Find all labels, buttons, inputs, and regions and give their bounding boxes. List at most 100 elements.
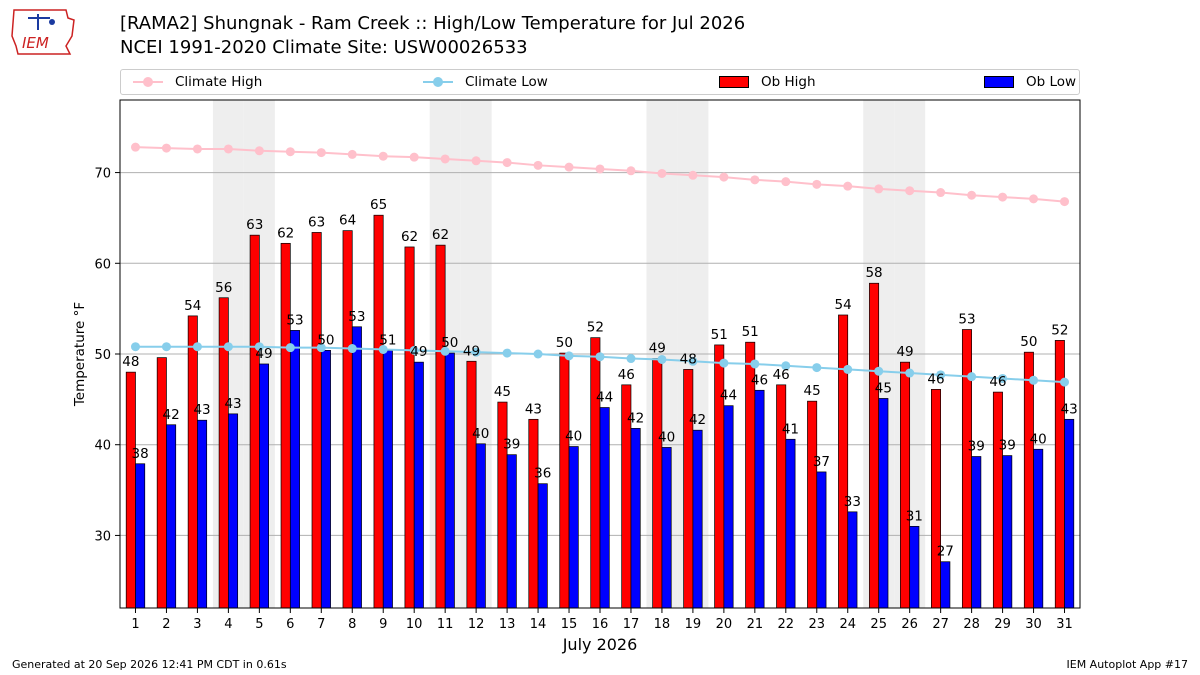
legend-item-climate-high: Climate High [133, 70, 262, 94]
bar-ob-low [135, 463, 146, 609]
bar-ob-low [878, 398, 889, 609]
x-tick-label: 13 [499, 617, 516, 632]
data-label-ob-high: 52 [587, 320, 604, 336]
data-label-ob-low: 33 [844, 494, 861, 510]
data-label-ob-high: 45 [804, 383, 821, 399]
data-label-ob-low: 37 [813, 454, 830, 470]
bar-ob-high [900, 361, 911, 609]
y-tick-label: 50 [94, 348, 111, 363]
bar-ob-high [280, 242, 291, 609]
point-climate-low [688, 356, 698, 366]
data-label-ob-low: 39 [968, 439, 985, 455]
data-label-ob-low: 51 [379, 332, 396, 348]
data-label-ob-high: 56 [215, 280, 232, 296]
data-label-ob-low: 41 [782, 421, 799, 437]
data-label-ob-high: 54 [835, 297, 852, 313]
data-label-ob-low: 40 [472, 426, 489, 442]
bar-ob-low [816, 471, 827, 609]
x-tick-label: 1 [131, 617, 139, 632]
x-tick-label: 15 [561, 617, 578, 632]
data-label-ob-high: 65 [370, 197, 387, 213]
x-tick-label: 29 [994, 617, 1011, 632]
legend-swatch-ob-high [719, 76, 749, 88]
data-label-ob-low: 53 [348, 309, 365, 325]
data-label-ob-high: 48 [122, 354, 139, 370]
point-climate-low [626, 354, 636, 364]
point-climate-low [812, 363, 822, 373]
data-label-ob-high: 64 [339, 213, 356, 229]
bar-ob-high [931, 389, 941, 609]
bar-ob-low [382, 350, 393, 609]
point-climate-high [936, 188, 946, 198]
bar-ob-low [320, 350, 331, 609]
point-climate-low [347, 344, 357, 354]
bar-ob-high [373, 214, 384, 609]
legend-item-ob-low: Ob Low [984, 70, 1076, 94]
y-tick-label: 40 [94, 439, 111, 454]
chart-subtitle: NCEI 1991-2020 Climate Site: USW00026533 [120, 37, 528, 58]
point-climate-low [440, 346, 450, 356]
bar-ob-high [652, 358, 663, 609]
point-climate-high [998, 192, 1008, 202]
bar-ob-low [1064, 418, 1075, 609]
point-climate-low [874, 366, 884, 376]
point-climate-low [905, 368, 915, 378]
bar-ob-low [599, 407, 610, 609]
point-climate-high [1029, 194, 1039, 204]
x-tick-label: 4 [224, 617, 232, 632]
point-climate-high [409, 152, 419, 162]
x-tick-label: 21 [747, 617, 764, 632]
x-tick-label: 16 [592, 617, 609, 632]
bar-ob-low [228, 413, 239, 609]
point-climate-low [657, 354, 667, 364]
bar-ob-high [404, 246, 415, 609]
bar-ob-low [754, 389, 765, 609]
point-climate-low [409, 345, 419, 355]
x-tick-label: 10 [406, 617, 423, 632]
data-label-ob-high: 46 [989, 374, 1006, 390]
point-climate-high [378, 151, 388, 161]
bar-ob-high [466, 360, 477, 609]
data-label-ob-low: 46 [751, 372, 768, 388]
bar-ob-high [838, 314, 849, 609]
legend-item-climate-low: Climate Low [423, 70, 548, 94]
app-credit: IEM Autoplot App #17 [1066, 658, 1189, 671]
x-tick-label: 7 [317, 617, 325, 632]
point-climate-low [223, 342, 233, 352]
generated-timestamp: Generated at 20 Sep 2026 12:41 PM CDT in… [12, 658, 287, 671]
bar-ob-low [723, 405, 734, 609]
bar-ob-low [475, 443, 486, 609]
bar-ob-high [714, 344, 725, 609]
x-tick-label: 25 [870, 617, 887, 632]
x-tick-label: 23 [809, 617, 826, 632]
point-climate-low [192, 342, 202, 352]
data-label-ob-low: 43 [193, 402, 210, 418]
point-climate-low [843, 364, 853, 374]
bar-ob-low [444, 352, 455, 609]
data-label-ob-low: 40 [658, 429, 675, 445]
bar-ob-low [630, 428, 641, 609]
point-climate-high [905, 186, 915, 196]
bar-ob-low [940, 561, 951, 609]
bar-ob-low [785, 438, 796, 609]
bar-ob-low [351, 326, 362, 609]
bar-ob-high [156, 357, 167, 609]
data-label-ob-low: 43 [1061, 401, 1078, 417]
point-climate-high [719, 172, 729, 182]
x-tick-label: 22 [778, 617, 795, 632]
point-climate-low [595, 352, 605, 362]
point-climate-low [130, 342, 140, 352]
point-climate-low [1029, 375, 1039, 385]
point-climate-high [192, 144, 202, 154]
point-climate-low [998, 373, 1008, 383]
x-tick-label: 27 [932, 617, 949, 632]
bar-ob-high [807, 400, 818, 609]
point-climate-high [130, 142, 140, 152]
point-climate-low [1060, 377, 1070, 387]
point-climate-low [533, 349, 543, 359]
data-label-ob-high: 49 [463, 343, 480, 359]
point-climate-high [254, 146, 264, 156]
bar-ob-high [342, 230, 353, 609]
data-label-ob-high: 46 [618, 367, 635, 383]
